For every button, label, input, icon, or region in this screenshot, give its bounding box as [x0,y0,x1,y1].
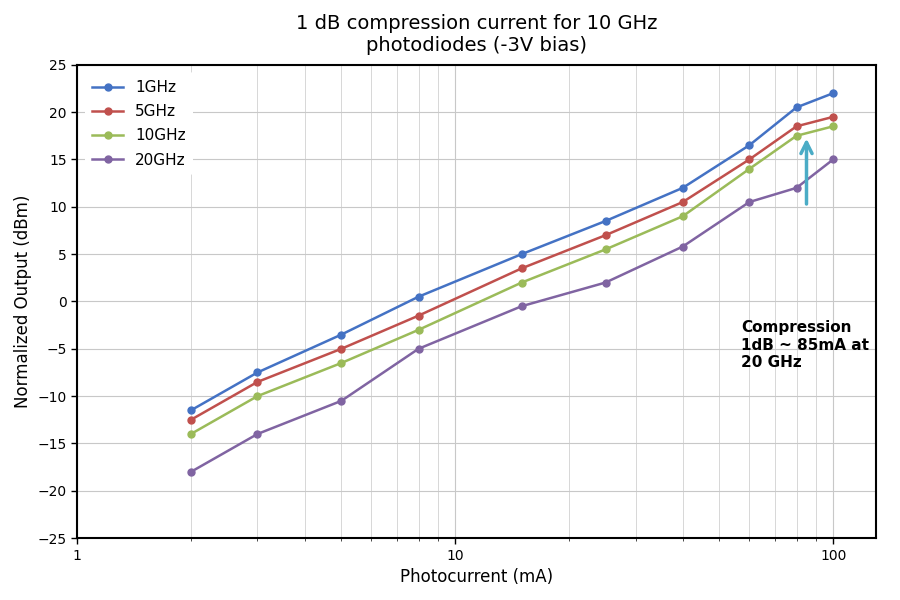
1GHz [413,293,424,301]
Line: 20GHz: 20GHz [187,156,837,475]
5GHz [185,416,196,424]
5GHz [336,345,346,352]
20GHz [517,302,527,310]
20GHz [336,397,346,404]
5GHz [252,379,263,386]
10GHz [336,359,346,367]
10GHz [252,392,263,400]
20GHz [413,345,424,352]
10GHz [791,132,802,139]
20GHz [744,199,755,206]
Line: 5GHz: 5GHz [187,113,837,423]
X-axis label: Photocurrent (mA): Photocurrent (mA) [400,568,554,586]
10GHz [185,430,196,437]
Y-axis label: Normalized Output (dBm): Normalized Output (dBm) [14,195,32,408]
Line: 1GHz: 1GHz [187,90,837,414]
Title: 1 dB compression current for 10 GHz
photodiodes (-3V bias): 1 dB compression current for 10 GHz phot… [296,14,657,55]
Legend: 1GHz, 5GHz, 10GHz, 20GHz: 1GHz, 5GHz, 10GHz, 20GHz [85,73,194,175]
20GHz [252,430,263,437]
1GHz [791,104,802,111]
1GHz [600,217,611,224]
1GHz [828,89,839,97]
1GHz [185,407,196,414]
20GHz [791,184,802,191]
10GHz [600,246,611,253]
5GHz [413,312,424,319]
5GHz [517,265,527,272]
Line: 10GHz: 10GHz [187,123,837,437]
5GHz [678,199,688,206]
1GHz [252,369,263,376]
5GHz [600,232,611,239]
Text: Compression
1dB ~ 85mA at
20 GHz: Compression 1dB ~ 85mA at 20 GHz [741,320,868,370]
10GHz [828,123,839,130]
20GHz [678,243,688,250]
10GHz [678,212,688,220]
20GHz [600,279,611,286]
1GHz [336,331,346,338]
20GHz [828,156,839,163]
1GHz [678,184,688,191]
1GHz [744,142,755,149]
1GHz [517,251,527,258]
5GHz [791,123,802,130]
5GHz [744,156,755,163]
10GHz [517,279,527,286]
20GHz [185,468,196,475]
10GHz [744,166,755,173]
10GHz [413,326,424,334]
5GHz [828,113,839,121]
